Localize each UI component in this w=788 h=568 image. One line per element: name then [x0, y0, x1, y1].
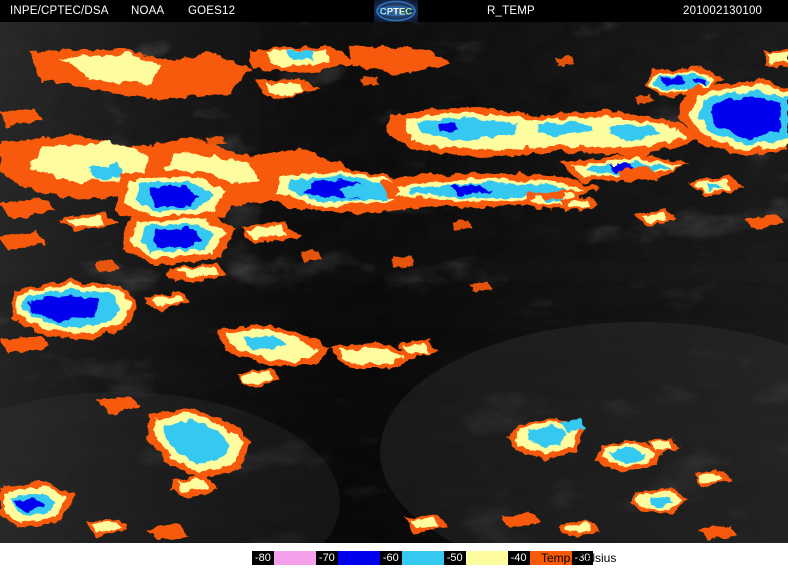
- cell-se-cluster-c: [630, 470, 730, 514]
- cell-mid-band-west: [115, 170, 240, 228]
- colorbar-label-80: -80: [252, 551, 274, 565]
- cell-upper-left-dashes: [0, 108, 300, 250]
- temperature-colorbar: -80 -70 -60 -50 -40 -30: [252, 551, 594, 565]
- cell-sw-scatter: [96, 370, 282, 540]
- cell-right-mid-small: [616, 166, 784, 230]
- header-institution: INPE/CPTEC/DSA: [10, 5, 109, 17]
- colorbar-label-60: -60: [379, 551, 402, 565]
- cell-sw-cluster: [148, 408, 252, 498]
- cell-w-large-blob: [12, 280, 138, 340]
- colorbar-label-70: -70: [315, 551, 338, 565]
- colorbar-label-30: -30: [571, 551, 594, 565]
- colorbar-swatch-orange: [529, 551, 572, 565]
- header-agency: NOAA: [131, 5, 165, 17]
- cell-ne-edge: [764, 48, 788, 68]
- cell-center-right-scatter: [540, 190, 676, 226]
- cell-sw-lower: [0, 482, 128, 536]
- satellite-image: [0, 22, 788, 543]
- header-satellite: GOES12: [188, 5, 236, 17]
- header-bar: INPE/CPTEC/DSA NOAA GOES12: [0, 0, 788, 22]
- cptec-logo-icon: CPTEC: [374, 0, 418, 22]
- colorbar-swatch-violet: [273, 551, 316, 565]
- cell-bottom-scatter: [404, 512, 738, 540]
- cell-mid-band-west-lower: [122, 214, 235, 266]
- cell-w-satellites: [0, 264, 228, 354]
- header-timestamp: 201002130100: [683, 5, 763, 17]
- colorbar-swatch-cyan: [401, 551, 444, 565]
- colorbar-label-50: -50: [443, 551, 466, 565]
- header-product: R_TEMP: [487, 5, 535, 17]
- cell-itcz-band: [386, 106, 700, 158]
- colorbar-swatch-blue: [337, 551, 380, 565]
- colorbar-label-40: -40: [507, 551, 530, 565]
- cell-se-cluster-a: [508, 418, 586, 460]
- enhancement-speckle: [96, 56, 654, 292]
- cell-nw-cluster: [30, 46, 360, 100]
- cell-center-scatter: [216, 324, 438, 368]
- colorbar-unit-label: Temp. Celsius: [541, 551, 617, 565]
- cell-ne-core: [678, 80, 788, 156]
- enhanced-convective-cells: [0, 46, 788, 540]
- cell-se-cluster-b: [596, 438, 680, 472]
- cptec-logo-text: CPTEC: [380, 7, 412, 18]
- colorbar-swatch-yellow: [465, 551, 508, 565]
- ir-grayscale-field: [0, 22, 788, 543]
- cell-n-streak: [255, 46, 452, 100]
